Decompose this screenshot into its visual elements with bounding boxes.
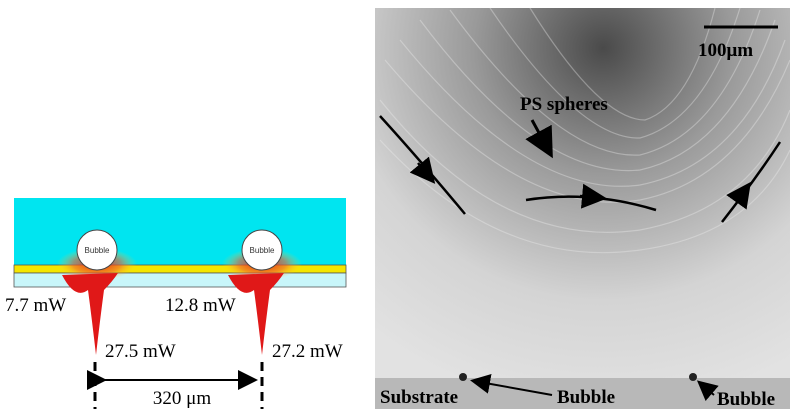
figure: Bubble Bubble 7.7 mW 12.8 mW 27.5 mW 27.…	[0, 0, 790, 409]
bubble-label: Bubble	[717, 389, 775, 409]
bubble-dot	[689, 373, 697, 381]
bubble-label: Bubble	[85, 246, 110, 255]
micrograph: 100μm PS spheres Substrate Bubble Bubble	[375, 8, 790, 409]
power-label: 12.8 mW	[165, 295, 236, 316]
spacing-label: 320 μm	[153, 388, 211, 409]
scale-label: 100μm	[698, 40, 753, 61]
power-label: 7.7 mW	[5, 295, 66, 316]
power-label: 27.2 mW	[272, 341, 343, 362]
liquid	[14, 198, 346, 265]
spheres-label: PS spheres	[520, 94, 608, 115]
micrograph-image	[375, 8, 790, 409]
bubble-label: Bubble	[250, 246, 275, 255]
bubble-label: Bubble	[557, 387, 615, 408]
bubble-dot	[459, 373, 467, 381]
substrate-label: Substrate	[380, 387, 458, 408]
schematic: Bubble Bubble 7.7 mW 12.8 mW 27.5 mW 27.…	[5, 198, 346, 409]
power-label: 27.5 mW	[105, 341, 176, 362]
